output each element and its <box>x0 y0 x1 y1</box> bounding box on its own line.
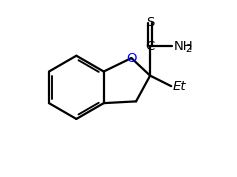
Text: 2: 2 <box>186 44 192 54</box>
Text: O: O <box>126 52 137 65</box>
Text: NH: NH <box>173 40 193 53</box>
Text: S: S <box>146 16 154 29</box>
Text: C: C <box>146 40 155 53</box>
Text: Et: Et <box>172 80 186 93</box>
